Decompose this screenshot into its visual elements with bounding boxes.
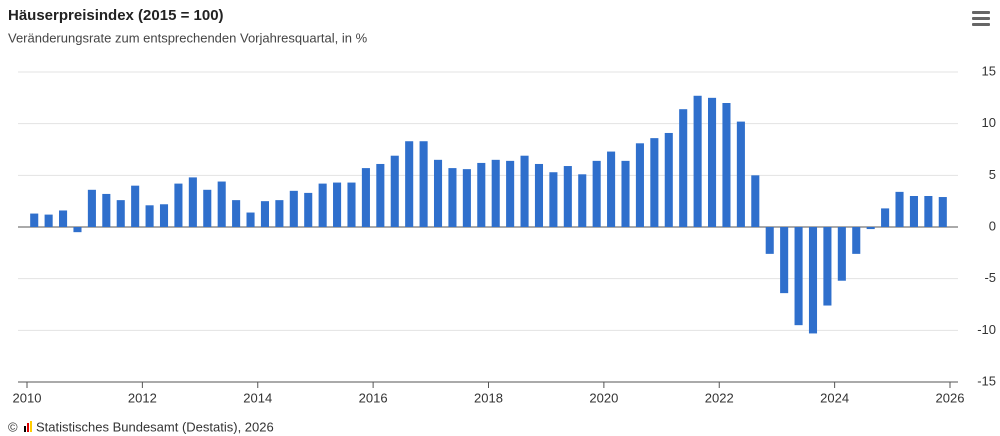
bar: [116, 200, 125, 227]
bar: [881, 208, 890, 227]
bar: [794, 227, 803, 326]
bar: [722, 103, 731, 227]
bar: [188, 177, 197, 227]
chart-title: Häuserpreisindex (2015 = 100): [8, 7, 224, 24]
bar: [30, 213, 39, 227]
bar: [59, 210, 68, 227]
bar: [433, 159, 443, 227]
y-tick-label: -15: [977, 373, 996, 388]
bar: [44, 214, 53, 227]
copyright: ©: [8, 419, 18, 434]
y-tick-label: 0: [989, 218, 996, 233]
bar: [693, 95, 702, 228]
bar: [333, 182, 342, 227]
x-tick-label: 2014: [243, 390, 272, 405]
bar: [765, 227, 774, 254]
bar: [260, 201, 269, 227]
bar: [361, 168, 370, 227]
bar: [390, 155, 399, 227]
bar: [607, 151, 616, 227]
y-tick-label: -5: [984, 270, 996, 285]
destatis-logo: [24, 421, 32, 432]
bar: [664, 132, 673, 227]
chart-subtitle: Veränderungsrate zum entsprechenden Vorj…: [8, 30, 368, 45]
bar: [87, 189, 96, 227]
x-tick-label: 2026: [936, 390, 965, 405]
bar: [563, 166, 572, 227]
y-tick-label: -10: [977, 322, 996, 337]
x-tick-label: 2012: [128, 390, 157, 405]
bar: [909, 196, 918, 227]
x-tick-label: 2020: [589, 390, 618, 405]
bar: [217, 181, 226, 227]
bar: [491, 159, 500, 227]
bar: [938, 197, 947, 227]
bar: [621, 160, 630, 227]
x-tick-label: 2016: [359, 390, 388, 405]
bar: [304, 192, 313, 227]
bar: [751, 175, 760, 227]
menu-button[interactable]: [972, 11, 990, 26]
bar: [174, 183, 183, 227]
bar: [679, 109, 688, 227]
bar: [592, 160, 601, 227]
bar: [578, 174, 587, 227]
bar: [708, 97, 717, 227]
bar: [823, 227, 832, 306]
bar: [650, 138, 659, 227]
bar: [246, 212, 255, 227]
bar: [275, 200, 284, 227]
x-tick-label: 2010: [13, 390, 42, 405]
bar: [477, 162, 486, 227]
bar: [419, 141, 428, 227]
bar: [318, 183, 327, 227]
bar: [347, 182, 356, 227]
bar: [159, 204, 169, 227]
y-tick-label: 10: [982, 115, 996, 130]
bar: [852, 227, 861, 254]
bar: [448, 168, 457, 227]
bar: [866, 227, 875, 230]
bar: [736, 121, 745, 227]
bar: [895, 191, 904, 227]
y-tick-label: 5: [989, 167, 996, 182]
x-tick-label: 2018: [474, 390, 503, 405]
bar: [73, 227, 82, 233]
bar: [405, 141, 414, 227]
bar: [635, 143, 644, 227]
bar: [203, 189, 212, 227]
x-tick-label: 2024: [820, 390, 849, 405]
bar: [131, 185, 140, 227]
bar: [289, 190, 298, 227]
bar: [145, 205, 154, 227]
bar: [232, 200, 241, 227]
bar: [549, 172, 558, 227]
bar: [376, 163, 385, 227]
bar: [808, 227, 818, 334]
credit: Statistisches Bundesamt (Destatis), 2026: [36, 419, 274, 434]
x-tick-label: 2022: [705, 390, 734, 405]
bar: [534, 163, 544, 227]
bar: [924, 196, 933, 227]
bar: [506, 160, 515, 227]
y-tick-label: 15: [982, 63, 996, 78]
bar: [520, 155, 529, 227]
bar: [102, 193, 111, 227]
bar: [462, 169, 471, 227]
bar: [837, 227, 846, 281]
bar: [780, 227, 789, 294]
